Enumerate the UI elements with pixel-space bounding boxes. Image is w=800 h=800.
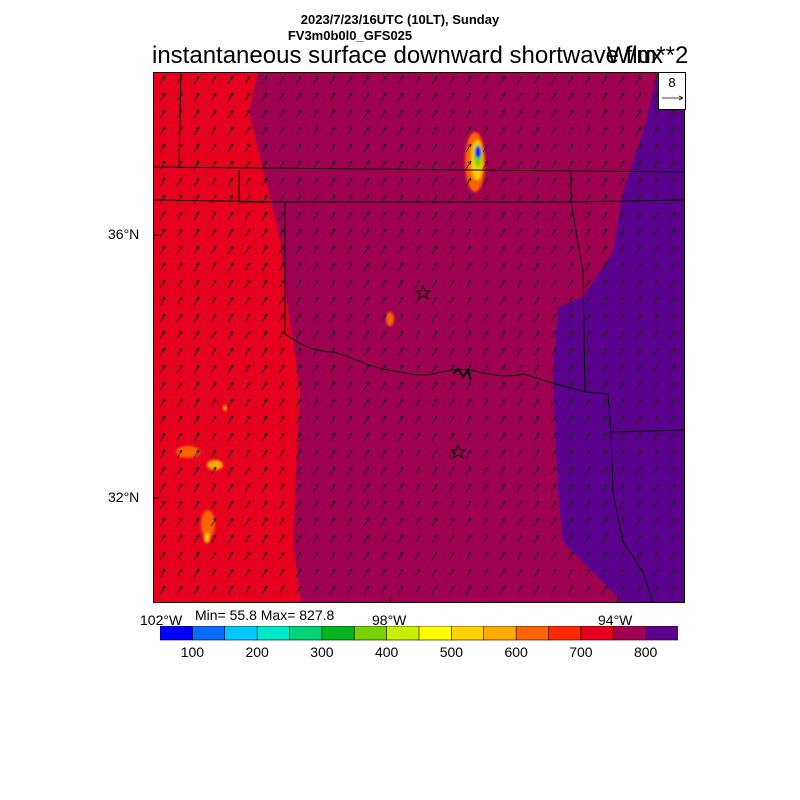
map-panel [153, 72, 685, 603]
colorbar-label: 600 [504, 644, 528, 660]
lat-tick-32n: 32°N [108, 489, 140, 505]
colorbar-swatch [580, 626, 614, 641]
colorbar-swatch [386, 626, 420, 641]
colorbar-swatch [256, 626, 291, 641]
colorbar-swatch [612, 626, 647, 641]
colorbar-swatch [548, 626, 582, 641]
vector-reference-box: 8 [658, 72, 686, 110]
colorbar-swatch [645, 626, 678, 641]
colorbar [160, 626, 678, 641]
colorbar-label: 100 [180, 644, 205, 660]
lon-tick-98w: 98°W [372, 612, 407, 628]
units-label: W/m**2 [607, 42, 689, 69]
colorbar-swatch [515, 626, 550, 641]
colorbar-label: 500 [439, 644, 464, 660]
station-star-south [449, 443, 467, 460]
colorbar-label: 800 [633, 644, 658, 660]
map-frame [153, 72, 685, 603]
min-max-stats: Min= 55.8 Max= 827.8 [195, 607, 335, 623]
station-star-north [414, 284, 432, 301]
colorbar-swatch [160, 626, 193, 641]
colorbar-swatch [353, 626, 388, 641]
colorbar-label: 400 [374, 644, 399, 660]
state-boundaries [153, 72, 685, 603]
colorbar-swatch [289, 626, 323, 641]
axis-ticks [153, 234, 619, 603]
header-model: FV3m0b0l0_GFS025 [287, 28, 413, 43]
colorbar-swatch [224, 626, 258, 641]
lat-tick-36n: 36°N [108, 226, 140, 242]
vector-reference-value: 8 [668, 75, 676, 90]
colorbar-swatch [451, 626, 485, 641]
colorbar-label: 700 [569, 644, 593, 660]
colorbar-swatch [192, 626, 226, 641]
header-datetime: 2023/7/23/16UTC (10LT), Sunday [300, 12, 500, 27]
wind-vectors [153, 72, 685, 603]
colorbar-swatch [321, 626, 355, 641]
colorbar-swatch [483, 626, 517, 641]
colorbar-label: 200 [245, 644, 269, 660]
colorbar-label: 300 [310, 644, 334, 660]
colorbar-swatch [418, 626, 452, 641]
lon-tick-94w: 94°W [598, 612, 633, 628]
map-title: instantaneous surface downward shortwave… [152, 42, 663, 69]
lon-tick-102w: 102°W [140, 612, 183, 628]
vector-reference-arrow [662, 95, 684, 101]
